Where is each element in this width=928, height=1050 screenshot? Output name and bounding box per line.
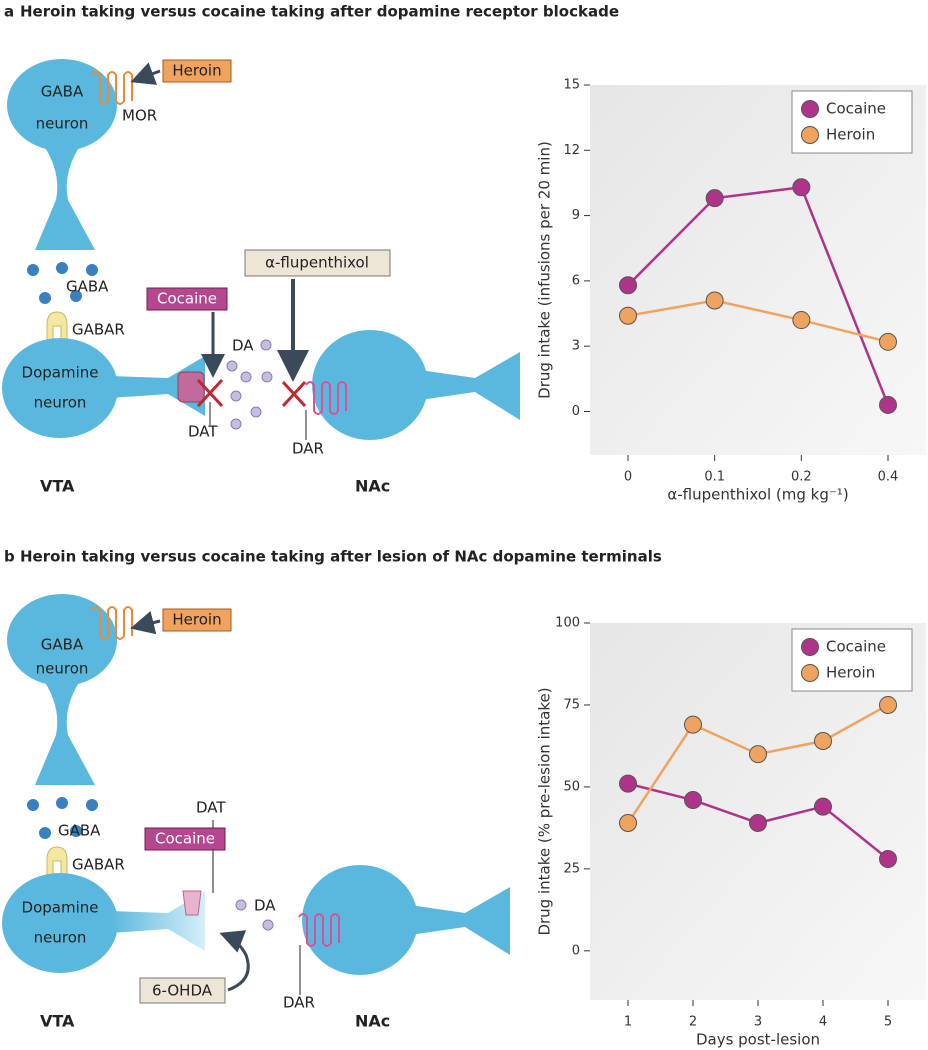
label: neuron	[34, 394, 87, 412]
y-tick-label: 3	[572, 339, 580, 354]
label: GABA	[41, 83, 84, 101]
label: GABA	[66, 278, 109, 296]
data-point	[792, 311, 811, 330]
data-point	[705, 291, 724, 310]
y-tick-label: 25	[563, 861, 580, 876]
y-tick-label: 0	[572, 943, 580, 958]
label: DAR	[292, 440, 324, 458]
label: DAT	[196, 799, 226, 817]
x-tick-label: 3	[754, 1015, 762, 1030]
data-point	[879, 395, 897, 414]
legend-label: Heroin	[826, 126, 875, 144]
label: Cocaine	[155, 830, 215, 848]
x-axis-label: Days post-lesion	[696, 1031, 820, 1049]
label: NAc	[355, 1012, 390, 1031]
y-tick-label: 0	[572, 404, 580, 419]
y-tick-label: 50	[563, 779, 580, 794]
data-point	[792, 178, 811, 197]
label: Dopamine	[22, 364, 99, 382]
y-tick-label: 9	[572, 208, 580, 223]
x-tick-label: 2	[689, 1015, 697, 1030]
data-point	[749, 813, 767, 832]
y-axis-label: Drug intake (infusions per 20 min)	[536, 141, 554, 399]
cocaine-box	[146, 287, 228, 311]
x-tick-label: 0	[624, 470, 632, 485]
panel-title: Heroin taking versus cocaine taking afte…	[20, 3, 619, 21]
y-tick-label: 15	[563, 78, 580, 93]
data-point	[619, 813, 637, 832]
panel-letter: a	[4, 3, 14, 21]
data-point	[684, 791, 702, 810]
legend-marker	[801, 126, 819, 144]
label: GABAR	[72, 321, 125, 339]
legend-marker	[801, 664, 819, 682]
y-tick-label: 75	[563, 697, 580, 712]
label: GABA	[58, 822, 101, 840]
label: DA	[254, 897, 276, 915]
cocaine-box	[144, 827, 226, 851]
drug-box	[244, 249, 391, 277]
heroin-box	[162, 59, 232, 83]
legend-marker	[801, 638, 819, 656]
legend-label: Cocaine	[826, 638, 886, 656]
data-point	[705, 189, 724, 208]
data-point	[814, 732, 832, 751]
data-point	[619, 306, 637, 325]
diagram-a: Heroin GABA neuron MOR GABA GABAR Dopami…	[2, 59, 520, 496]
label: NAc	[355, 477, 390, 496]
data-point	[619, 276, 637, 295]
data-point	[749, 745, 767, 764]
legend-marker	[801, 100, 819, 118]
x-tick-label: 0.4	[878, 470, 899, 485]
panel-title: Heroin taking versus cocaine taking afte…	[20, 548, 662, 566]
series-line	[627, 185, 890, 406]
x-tick-label: 4	[819, 1015, 827, 1030]
label: 6-OHDA	[152, 982, 213, 1000]
label: VTA	[40, 477, 75, 496]
label: DAR	[283, 994, 315, 1012]
legend-label: Cocaine	[826, 100, 886, 118]
label: GABAR	[72, 856, 125, 874]
label: neuron	[34, 929, 87, 947]
x-tick-label: 0.2	[791, 470, 812, 485]
x-tick-label: 5	[884, 1015, 892, 1030]
y-axis-label: Drug intake (% pre-lesion intake)	[536, 687, 554, 935]
series-line	[627, 299, 889, 344]
data-point	[814, 797, 832, 816]
data-point	[684, 715, 702, 734]
panel-letter: b	[4, 548, 15, 566]
label: DAT	[188, 423, 218, 441]
data-point	[619, 774, 637, 793]
heroin-box	[162, 608, 232, 632]
label: VTA	[40, 1012, 75, 1031]
y-tick-label: 6	[572, 273, 580, 288]
y-tick-label: 12	[563, 143, 580, 158]
legend-label: Heroin	[826, 664, 875, 682]
label: Cocaine	[157, 290, 217, 308]
label: GABA	[41, 636, 84, 654]
x-tick-label: 0.1	[704, 470, 725, 485]
lesion-box	[139, 977, 226, 1004]
y-tick-label: 100	[555, 616, 580, 631]
label: neuron	[36, 115, 89, 133]
label: DA	[232, 337, 254, 355]
label: MOR	[122, 107, 157, 125]
label: α-flupenthixol	[265, 254, 369, 272]
label: Dopamine	[22, 899, 99, 917]
label: neuron	[36, 660, 89, 678]
data-point	[879, 850, 897, 869]
data-point	[879, 332, 897, 351]
data-point	[879, 695, 897, 714]
x-axis-label: α-flupenthixol (mg kg⁻¹)	[667, 486, 848, 504]
label: Heroin	[172, 611, 221, 629]
diagram-b: Heroin GABA neuron GABA GABAR DAT Dopami…	[2, 594, 510, 1031]
x-tick-label: 1	[624, 1015, 632, 1030]
label: Heroin	[172, 62, 221, 80]
